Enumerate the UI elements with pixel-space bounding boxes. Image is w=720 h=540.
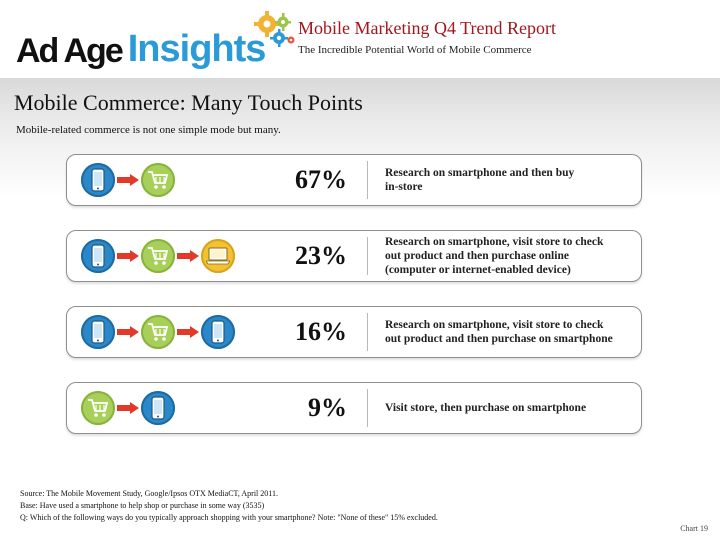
percent-value: 67%	[295, 165, 347, 194]
row-icon-path	[81, 383, 175, 433]
report-title: Mobile Marketing Q4 Trend Report	[298, 18, 556, 38]
path-description: Research on smartphone and then buy in-s…	[385, 167, 575, 193]
path-description: Research on smartphone, visit store to c…	[385, 236, 604, 276]
arrow-right-icon	[117, 402, 139, 414]
source-note: Source: The Mobile Movement Study, Googl…	[20, 489, 278, 498]
row-icon-path	[81, 155, 175, 205]
row-divider	[367, 237, 368, 275]
slide-subtitle: Mobile-related commerce is not one simpl…	[16, 124, 281, 136]
touchpoint-row: 16% Research on smartphone, visit store …	[66, 306, 642, 358]
chart-number: Chart 19	[680, 524, 708, 533]
arrow-right-icon	[177, 326, 199, 338]
arrow-right-icon	[117, 326, 139, 338]
percent-value: 9%	[308, 393, 347, 422]
slide-title: Mobile Commerce: Many Touch Points	[14, 90, 363, 115]
cart-icon	[141, 239, 175, 273]
arrow-right-icon	[177, 250, 199, 262]
phone-icon	[141, 391, 175, 425]
logo-insights-text: Insights	[127, 28, 267, 70]
footnotes: Source: The Mobile Movement Study, Googl…	[20, 488, 438, 524]
gears-icon	[254, 11, 295, 47]
touchpoint-row: 23% Research on smartphone, visit store …	[66, 230, 642, 282]
path-description: Research on smartphone, visit store to c…	[385, 319, 613, 345]
percent-value: 23%	[295, 241, 347, 270]
report-subtitle: The Incredible Potential World of Mobile…	[298, 44, 532, 56]
phone-icon	[81, 315, 115, 349]
phone-icon	[81, 239, 115, 273]
laptop-icon	[201, 239, 235, 273]
touchpoint-row: 67% Research on smartphone and then buy …	[66, 154, 642, 206]
cart-icon	[141, 315, 175, 349]
ad-age-insights-logo: Ad Age Insights	[16, 11, 295, 70]
base-note: Base: Have used a smartphone to help sho…	[20, 501, 265, 510]
row-divider	[367, 313, 368, 351]
cart-icon	[81, 391, 115, 425]
header: Ad Age Insights	[0, 0, 720, 78]
percent-value: 16%	[295, 317, 347, 346]
phone-icon	[201, 315, 235, 349]
arrow-right-icon	[117, 174, 139, 186]
question-note: Q: Which of the following ways do you ty…	[20, 513, 438, 522]
row-icon-path	[81, 231, 235, 281]
path-description: Visit store, then purchase on smartphone	[385, 402, 587, 414]
phone-icon	[81, 163, 115, 197]
cart-icon	[141, 163, 175, 197]
row-divider	[367, 389, 368, 427]
touchpoint-row: 9% Visit store, then purchase on smartph…	[66, 382, 642, 434]
logo-adage-text: Ad Age	[16, 32, 124, 70]
row-divider	[367, 161, 368, 199]
row-icon-path	[81, 307, 235, 357]
arrow-right-icon	[117, 250, 139, 262]
